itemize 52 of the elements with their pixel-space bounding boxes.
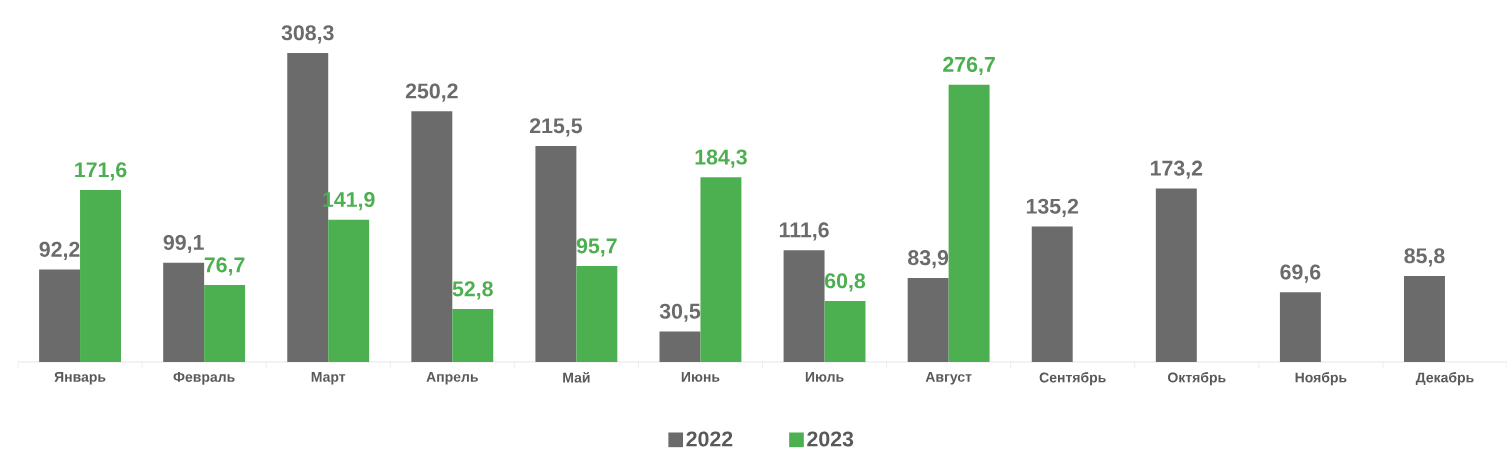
bar xyxy=(824,301,866,362)
x-tick-label: Ноябрь xyxy=(1295,372,1347,386)
data-label: 171,6 xyxy=(75,162,127,181)
data-label: 111,6 xyxy=(779,222,829,241)
x-tick-label: Декабрь xyxy=(1415,372,1474,386)
x-tick-label: Сентябрь xyxy=(1039,372,1106,386)
data-label: 308,3 xyxy=(281,25,334,44)
data-label: 95,7 xyxy=(576,238,617,257)
bar xyxy=(783,250,825,362)
bar xyxy=(1279,292,1321,362)
bar xyxy=(328,219,370,362)
bar xyxy=(411,111,453,362)
data-label: 215,5 xyxy=(529,118,582,137)
bar xyxy=(576,266,618,362)
bar xyxy=(948,84,990,362)
bar xyxy=(80,190,121,362)
bar xyxy=(907,277,949,362)
bar xyxy=(204,285,246,362)
bar xyxy=(659,331,701,362)
data-label: 184,3 xyxy=(695,149,747,168)
x-tick-label: Октябрь xyxy=(1167,372,1226,386)
x-tick-label: Март xyxy=(311,372,346,385)
x-tick-label: Май xyxy=(563,372,590,383)
data-label: 276,7 xyxy=(943,56,995,76)
bar xyxy=(163,262,205,362)
data-label: 99,1 xyxy=(163,234,204,254)
x-tick-label: Июнь xyxy=(681,372,720,382)
x-tick-label: Август xyxy=(925,372,972,385)
data-label: 60,8 xyxy=(825,273,866,292)
x-tick-label: Февраль xyxy=(173,372,235,385)
data-label: 92,2 xyxy=(39,241,80,260)
x-tick-label: Апрель xyxy=(426,372,478,385)
bar xyxy=(1155,188,1197,362)
data-label: 173,2 xyxy=(1150,160,1203,179)
data-label: 30,5 xyxy=(659,303,701,322)
bar xyxy=(1031,226,1073,362)
bar xyxy=(535,146,577,362)
legend-label: 2023 xyxy=(807,431,854,447)
data-label: 69,6 xyxy=(1280,264,1321,283)
data-label: 83,9 xyxy=(908,250,949,269)
x-tick-label: Июль xyxy=(805,372,844,382)
legend-label: 2022 xyxy=(686,431,733,447)
bar xyxy=(39,269,81,362)
bar xyxy=(452,309,494,362)
data-label: 76,7 xyxy=(204,257,245,276)
data-label: 135,2 xyxy=(1026,198,1079,217)
data-label: 52,8 xyxy=(452,281,493,300)
x-tick-label: Январь xyxy=(54,372,106,385)
bar xyxy=(700,177,742,362)
bar xyxy=(1404,276,1445,362)
data-label: 85,8 xyxy=(1404,248,1445,267)
data-label: 250,2 xyxy=(405,83,458,102)
